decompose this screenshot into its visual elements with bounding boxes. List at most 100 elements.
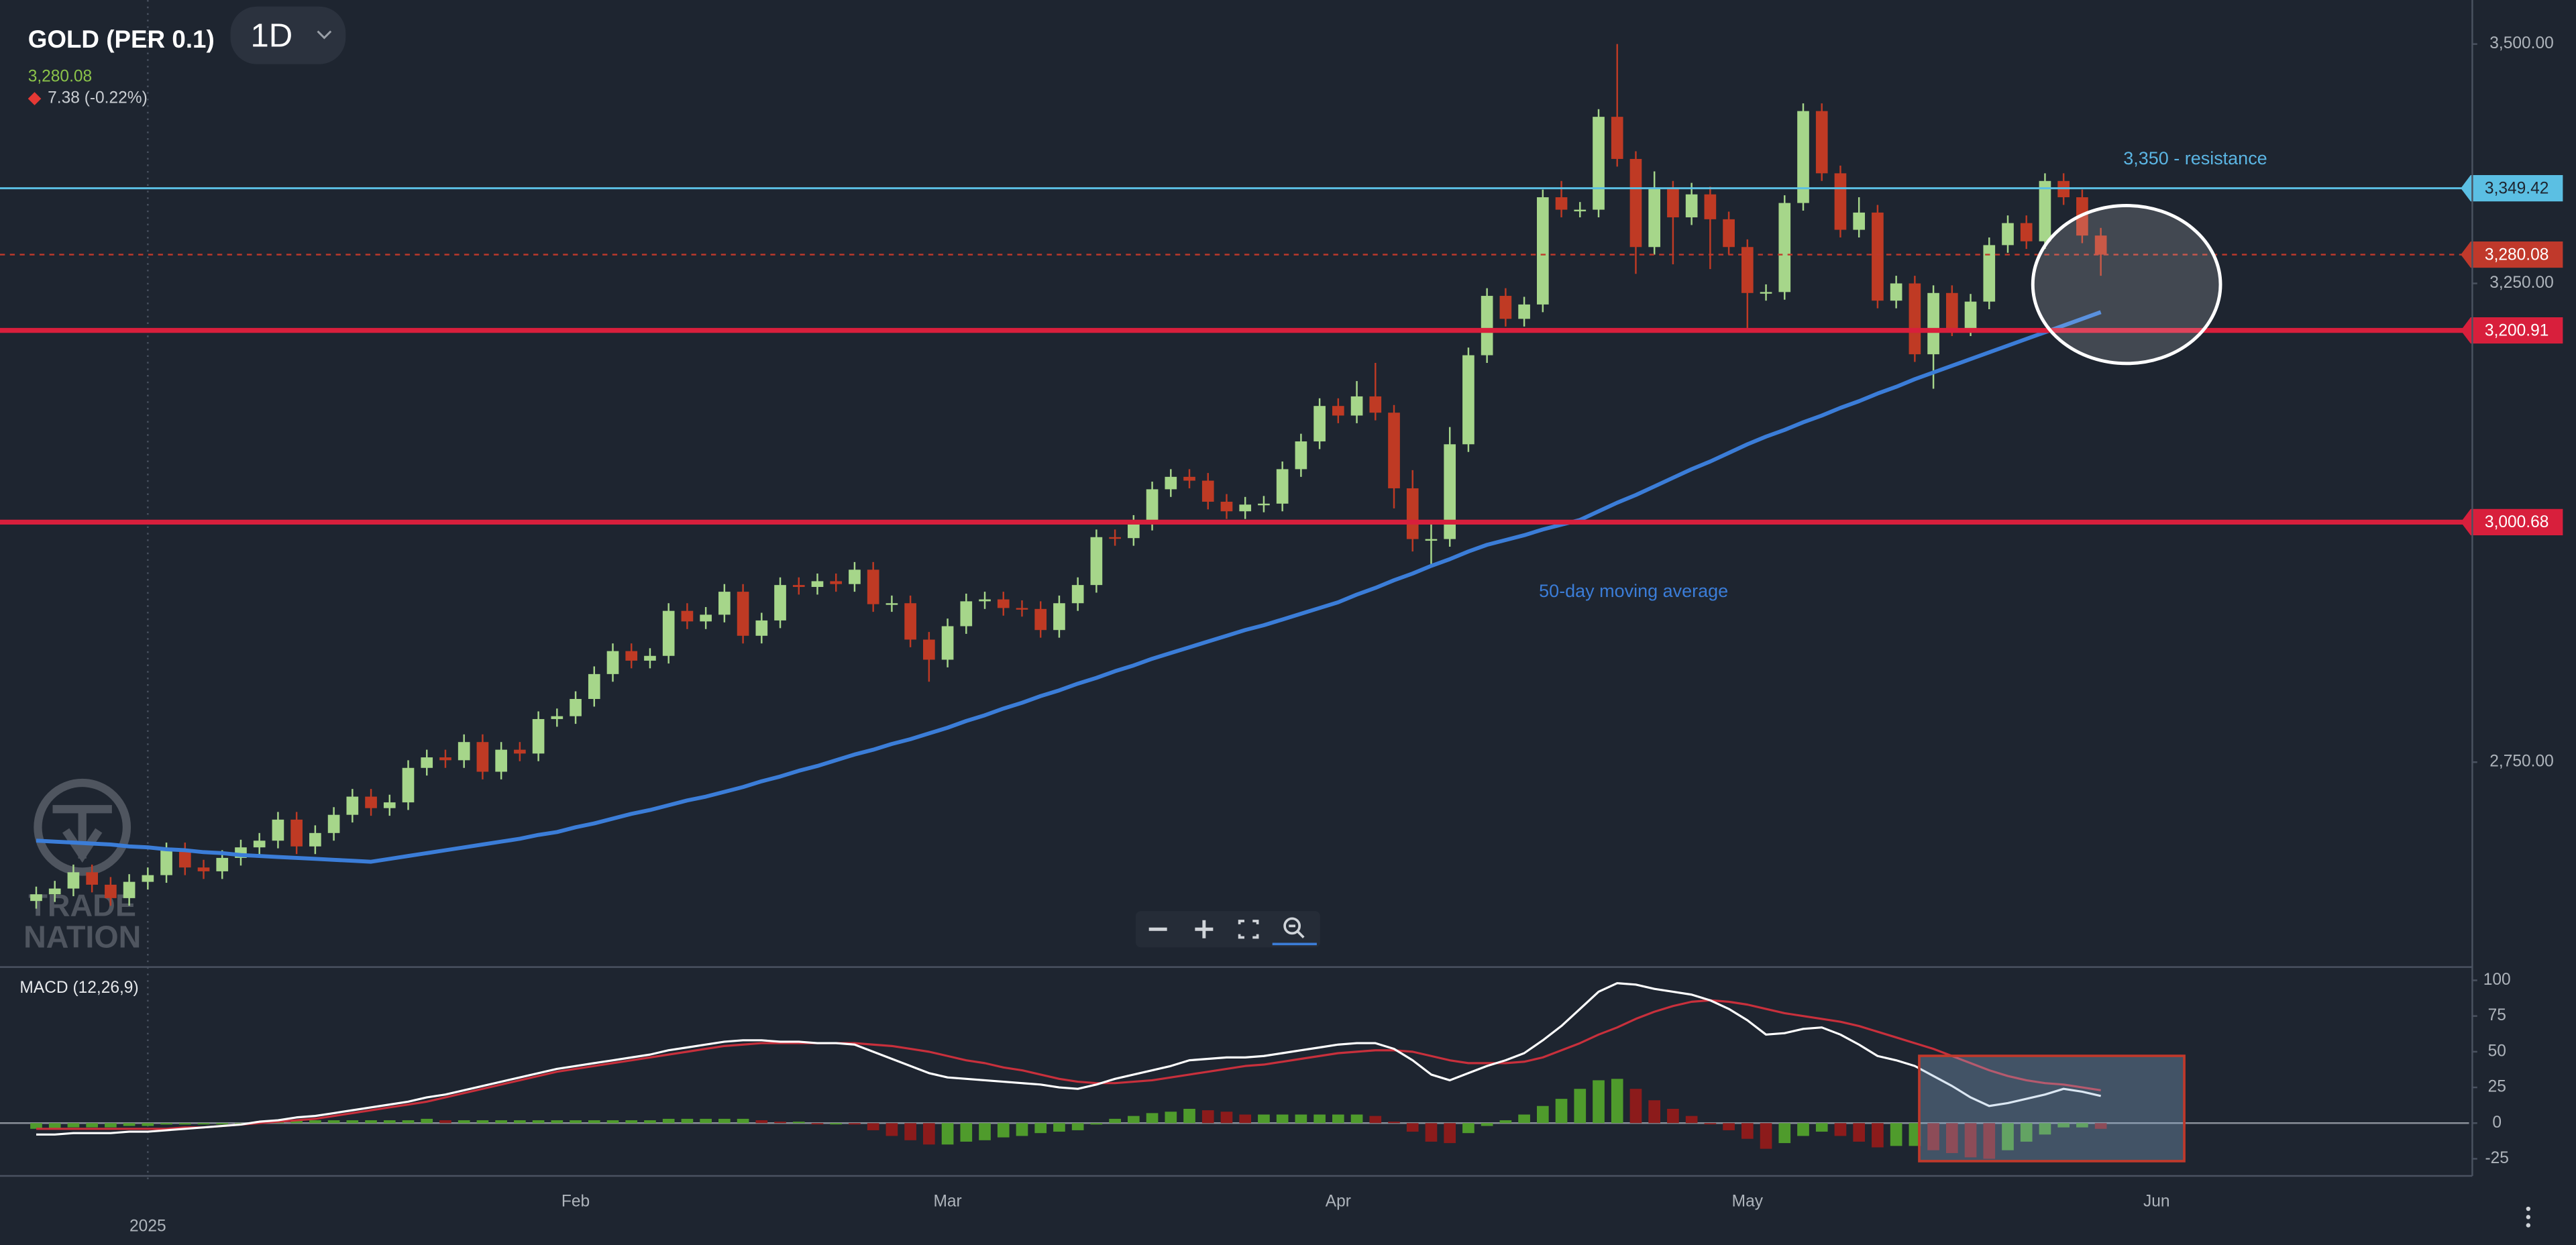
candle-body xyxy=(1313,406,1326,442)
candle-body xyxy=(1071,585,1084,604)
histogram-bar xyxy=(1853,1123,1866,1142)
candle-body xyxy=(67,872,80,889)
histogram-bar xyxy=(327,1120,340,1124)
symbol: GOLD (PER 0.1) xyxy=(28,25,215,53)
histogram-bar xyxy=(1964,1123,1977,1158)
candle-body xyxy=(458,742,470,761)
histogram-bar xyxy=(997,1123,1010,1138)
histogram-bar xyxy=(1350,1114,1363,1124)
candle-body xyxy=(105,884,117,898)
candle-body xyxy=(811,581,824,587)
interval-button-bg[interactable] xyxy=(230,6,346,64)
dot[interactable] xyxy=(2526,1206,2531,1211)
candle-body xyxy=(1332,406,1344,416)
candle-body xyxy=(272,819,284,841)
histogram-bar xyxy=(700,1118,712,1124)
histogram-bar xyxy=(160,1123,172,1125)
candle-body xyxy=(960,601,973,627)
highlight-box xyxy=(1918,1054,2186,1162)
watermark-logo xyxy=(34,778,131,876)
menu-dots[interactable] xyxy=(2526,1206,2531,1228)
histogram-bar xyxy=(105,1123,117,1128)
candle-body xyxy=(1444,444,1456,539)
histogram-bar xyxy=(1258,1114,1270,1124)
histogram-bar xyxy=(123,1123,136,1126)
last-price: 3,280.08 xyxy=(28,68,92,86)
candle-body xyxy=(346,796,359,815)
histogram-bar xyxy=(142,1123,154,1126)
candle-body xyxy=(309,832,321,847)
candle-body xyxy=(327,814,340,833)
candle-body xyxy=(402,767,415,803)
candle-body xyxy=(1034,608,1047,631)
y-tick-label: 3,500.00 xyxy=(2489,34,2553,52)
histogram-bar xyxy=(1313,1114,1326,1124)
histogram-bar xyxy=(792,1122,805,1124)
y-tick-label: 0 xyxy=(2492,1114,2502,1132)
candle-body xyxy=(1518,304,1530,319)
histogram-bar xyxy=(1983,1123,1996,1159)
histogram-bar xyxy=(532,1120,545,1124)
histogram-bar xyxy=(551,1120,564,1124)
histogram-bar xyxy=(1388,1122,1400,1124)
candle-body xyxy=(1499,296,1512,319)
histogram-bar xyxy=(588,1120,600,1124)
histogram-bar xyxy=(885,1123,898,1136)
histogram-bar xyxy=(476,1120,489,1124)
zoom-reset-handle[interactable] xyxy=(1289,924,1305,938)
candle-body xyxy=(1201,480,1214,502)
x-tick-label: 2025 xyxy=(129,1217,166,1236)
candle-body xyxy=(1425,539,1438,541)
histogram-bar xyxy=(1778,1123,1791,1144)
candle-body xyxy=(142,875,154,882)
zoom-in[interactable] xyxy=(1195,920,1214,938)
histogram-bar xyxy=(1444,1123,1456,1144)
candle-body xyxy=(253,841,266,848)
candle-body xyxy=(1872,212,1884,301)
interval-label[interactable]: 1D xyxy=(250,17,292,54)
histogram-bar xyxy=(923,1123,935,1145)
histogram-bar xyxy=(402,1120,415,1124)
candle-body xyxy=(904,603,916,640)
candle-body xyxy=(681,610,694,622)
candle-body xyxy=(644,655,656,661)
y-tick-label: -25 xyxy=(2485,1149,2508,1167)
histogram-bar xyxy=(1629,1089,1642,1124)
candle-body xyxy=(737,592,749,636)
histogram-bar xyxy=(960,1123,973,1142)
macd-line xyxy=(36,982,2101,1136)
histogram-bar xyxy=(1053,1123,1065,1132)
zoom-reset[interactable] xyxy=(1283,917,1301,935)
histogram-bar xyxy=(86,1123,98,1128)
histogram-bar xyxy=(365,1120,377,1124)
y-tick-label: 25 xyxy=(2488,1078,2506,1096)
histogram-bar xyxy=(1128,1116,1140,1124)
histogram-bar xyxy=(216,1123,229,1125)
candle-body xyxy=(1648,188,1661,248)
histogram-bar xyxy=(1723,1123,1735,1130)
histogram-bar xyxy=(1239,1114,1252,1124)
candle-body xyxy=(606,651,619,674)
histogram-bar xyxy=(737,1118,749,1124)
moving-average xyxy=(36,310,2102,864)
watermark-text: NATION xyxy=(23,919,141,954)
histogram-bar xyxy=(2020,1123,2033,1142)
price-tag xyxy=(2461,508,2563,535)
candle-body xyxy=(774,585,786,620)
chevron[interactable] xyxy=(317,30,332,40)
fit-screen[interactable] xyxy=(1238,920,1259,939)
histogram-bar xyxy=(755,1120,768,1124)
price-tag xyxy=(2461,174,2563,202)
histogram-bar xyxy=(1425,1123,1438,1142)
dot[interactable] xyxy=(2526,1223,2531,1228)
candle-body xyxy=(1239,504,1252,512)
histogram-bar xyxy=(48,1123,61,1129)
interval-button[interactable]: 1D xyxy=(230,6,346,64)
candle-body xyxy=(1834,173,1847,230)
histogram-bar xyxy=(1797,1123,1809,1136)
dot[interactable] xyxy=(2526,1215,2531,1220)
annotation: 3,350 - resistance xyxy=(2123,148,2267,168)
y-tick-label: 3,250.00 xyxy=(2489,274,2553,292)
candle-body xyxy=(1815,111,1828,174)
